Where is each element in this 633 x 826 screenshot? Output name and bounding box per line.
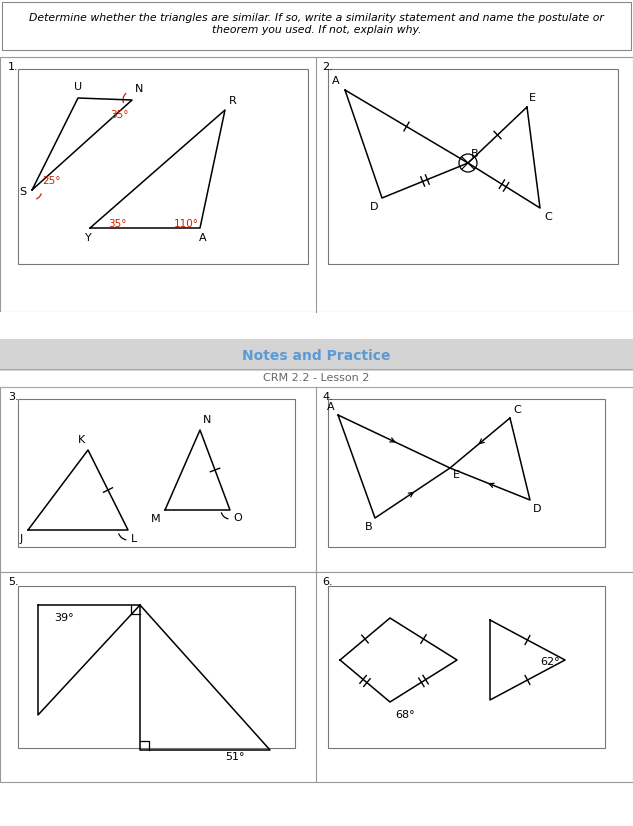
Text: E: E — [529, 93, 536, 103]
Bar — [328, 399, 605, 547]
Text: J: J — [20, 534, 23, 544]
Text: 5.: 5. — [8, 577, 18, 587]
Text: D: D — [533, 504, 541, 514]
Text: S: S — [19, 187, 26, 197]
Text: 1.: 1. — [8, 62, 18, 72]
Bar — [0, 572, 633, 782]
Text: 110°: 110° — [174, 219, 199, 229]
Text: CRM 2.2 - Lesson 2: CRM 2.2 - Lesson 2 — [263, 373, 370, 383]
Bar — [2, 2, 631, 50]
Bar — [18, 586, 295, 748]
Text: 6.: 6. — [322, 577, 332, 587]
Text: 35°: 35° — [110, 110, 128, 120]
Text: N: N — [203, 415, 211, 425]
Text: C: C — [544, 212, 552, 222]
Text: C: C — [513, 405, 521, 415]
Text: 25°: 25° — [42, 176, 61, 186]
Text: U: U — [74, 82, 82, 92]
Bar — [18, 399, 295, 547]
Text: 35°: 35° — [108, 219, 127, 229]
Text: O: O — [233, 513, 242, 523]
Text: Determine whether the triangles are similar. If so, write a similarity statement: Determine whether the triangles are simi… — [29, 13, 604, 35]
Text: L: L — [131, 534, 137, 544]
Text: D: D — [370, 202, 378, 212]
Text: K: K — [78, 435, 85, 445]
Text: A: A — [199, 233, 207, 243]
Text: 51°: 51° — [225, 752, 244, 762]
Text: R: R — [229, 96, 237, 106]
Text: 62°: 62° — [540, 657, 560, 667]
Text: A: A — [327, 402, 335, 412]
Text: 39°: 39° — [54, 613, 73, 623]
Text: B: B — [471, 149, 479, 159]
Bar — [0, 339, 633, 371]
Bar — [0, 312, 633, 387]
Bar — [0, 57, 633, 312]
Text: M: M — [151, 514, 161, 524]
Text: 68°: 68° — [395, 710, 415, 720]
Text: A: A — [332, 76, 340, 86]
Bar — [18, 69, 308, 264]
Text: E: E — [453, 470, 460, 480]
Bar — [328, 586, 605, 748]
Text: 2.: 2. — [322, 62, 333, 72]
Text: N: N — [135, 84, 144, 94]
Text: 4.: 4. — [322, 392, 333, 402]
Text: 3.: 3. — [8, 392, 18, 402]
Bar — [0, 387, 633, 572]
Bar — [328, 69, 618, 264]
Text: Y: Y — [85, 233, 91, 243]
Text: B: B — [365, 522, 372, 532]
Text: Notes and Practice: Notes and Practice — [242, 349, 391, 363]
